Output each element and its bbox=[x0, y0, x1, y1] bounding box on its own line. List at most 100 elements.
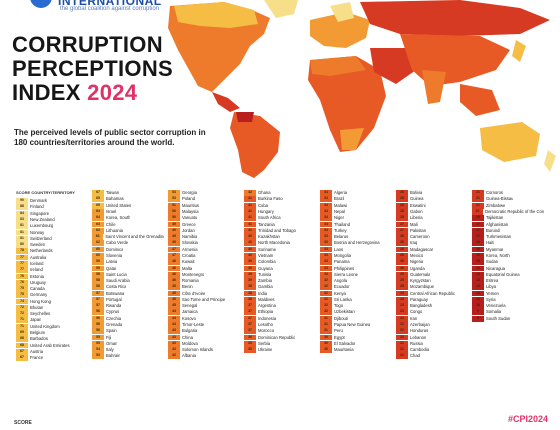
header: INTERNATIONAL the global coalition again… bbox=[0, 0, 560, 178]
score-badge: 38 bbox=[244, 296, 256, 303]
legend-row: 33 Panama bbox=[320, 259, 392, 266]
score-badge: 33 bbox=[320, 246, 332, 253]
score-badge: 43 bbox=[168, 334, 180, 341]
legend-row: 39 Guyana bbox=[244, 265, 316, 272]
legend-row: 34 Nepal bbox=[320, 208, 392, 215]
score-badge: 41 bbox=[244, 202, 256, 209]
legend-row: 30 Mauritania bbox=[320, 347, 392, 353]
score-badge: 63 bbox=[92, 221, 104, 228]
legend-row: 58 Saint Lucia bbox=[92, 271, 164, 278]
legend-row: 84 Singapore bbox=[16, 210, 88, 217]
legend-row: 81 Norway bbox=[16, 229, 88, 236]
score-badge: 15 bbox=[472, 259, 484, 266]
country-name: Russia bbox=[410, 340, 423, 346]
legend-row: 88 Finland bbox=[16, 204, 88, 211]
country-name: Barbados bbox=[30, 336, 48, 342]
legend-row: 69 Belgium bbox=[16, 330, 88, 336]
country-name: Equatorial Guinea bbox=[486, 271, 520, 277]
legend-row: 77 Ireland bbox=[16, 267, 88, 274]
country-name: Togo bbox=[334, 303, 344, 309]
country-name: Bahamas bbox=[106, 196, 124, 202]
country-name: Suriname bbox=[258, 246, 276, 252]
country-name: Korea, North bbox=[486, 252, 510, 258]
legend-row: 46 Romania bbox=[168, 278, 240, 284]
score-badge: 33 bbox=[320, 234, 332, 240]
country-name: Iraq bbox=[410, 240, 418, 246]
legend-row: 28 Bolivia bbox=[396, 190, 468, 196]
score-badge: 37 bbox=[244, 328, 256, 335]
country-name: Congo bbox=[410, 309, 423, 315]
legend-row: 28 Gabon bbox=[396, 208, 468, 215]
country-name: Switzerland bbox=[30, 235, 52, 241]
score-badge: 17 bbox=[472, 221, 484, 228]
score-badge: 27 bbox=[396, 221, 408, 228]
score-badge: 60 bbox=[92, 252, 104, 259]
country-name: Nicaragua bbox=[486, 265, 506, 271]
score-badge: 24 bbox=[396, 296, 408, 303]
legend-row: 72 Bhutan bbox=[16, 304, 88, 311]
country-name: North Macedonia bbox=[258, 240, 290, 246]
country-name: Mexico bbox=[410, 252, 424, 258]
map-central-america bbox=[212, 92, 240, 112]
legend-row: 24 Central African Republic bbox=[396, 290, 468, 297]
legend-row: 32 Sri Lanka bbox=[320, 296, 392, 303]
score-badge: 40 bbox=[244, 234, 256, 240]
legend-row: 13 Equatorial Guinea bbox=[472, 271, 544, 278]
legend-row: 13 Yemen bbox=[472, 290, 544, 297]
legend-row: 19 Tajikistan bbox=[472, 215, 544, 222]
country-name: Poland bbox=[182, 196, 196, 202]
legend-row: 36 Dominican Republic bbox=[244, 334, 316, 341]
score-badge: 43 bbox=[168, 328, 180, 335]
map-asia bbox=[400, 34, 510, 86]
legend-row: 63 Lithuania bbox=[92, 227, 164, 234]
country-name: Nigeria bbox=[410, 259, 424, 265]
country-name: Guyana bbox=[258, 265, 273, 271]
score-badge: 81 bbox=[16, 229, 28, 236]
legend-row: 26 Iraq bbox=[396, 240, 468, 247]
legend-row: 33 Laos bbox=[320, 246, 392, 253]
score-badge: 81 bbox=[16, 223, 28, 230]
country-name: Malta bbox=[182, 265, 193, 271]
score-badge: 45 bbox=[168, 303, 180, 309]
country-name: Tunisia bbox=[258, 271, 272, 277]
legend-row: 17 Afghanistan bbox=[472, 221, 544, 228]
page-title: CORRUPTION PERCEPTIONS INDEX 2024 bbox=[12, 33, 173, 105]
country-name: Lithuania bbox=[106, 227, 123, 233]
country-name: Chad bbox=[410, 353, 421, 359]
country-name: United Kingdom bbox=[30, 323, 60, 329]
legend-row: 49 Namibia bbox=[168, 234, 240, 240]
legend-row: 55 Oman bbox=[92, 340, 164, 347]
country-name: Guinea-Bissau bbox=[486, 196, 514, 202]
country-name: Korea, South bbox=[106, 215, 131, 221]
legend-row: 56 Grenada bbox=[92, 322, 164, 328]
legend-row: 15 Sudan bbox=[472, 259, 544, 266]
score-badge: 68 bbox=[16, 342, 28, 349]
country-name: Vanuatu bbox=[182, 215, 198, 221]
legend-row: 16 Haiti bbox=[472, 240, 544, 247]
score-badge: 40 bbox=[244, 246, 256, 253]
country-name: Côte d'Ivoire bbox=[182, 290, 206, 296]
score-badge: 34 bbox=[320, 202, 332, 209]
country-name: Greece bbox=[182, 221, 196, 227]
score-badge: 33 bbox=[320, 271, 332, 278]
country-name: Israel bbox=[106, 208, 117, 214]
title-line-2: PERCEPTIONS bbox=[12, 56, 173, 81]
country-name: Yemen bbox=[486, 290, 499, 296]
country-name: Myanmar bbox=[486, 246, 504, 252]
legend-row: 57 Portugal bbox=[92, 296, 164, 303]
score-badge: 34 bbox=[320, 227, 332, 234]
country-name: Tajikistan bbox=[486, 215, 504, 221]
score-badge: 53 bbox=[168, 196, 180, 203]
score-badge: 25 bbox=[396, 284, 408, 291]
country-name: Mozambique bbox=[410, 284, 434, 290]
legend-row: 37 Argentina bbox=[244, 303, 316, 309]
score-badge: 46 bbox=[168, 259, 180, 266]
country-name: Somalia bbox=[486, 309, 502, 315]
legend-column: 42 Ghana 41 Burkina Faso 41 Cuba 41 Hungary 41 So… bbox=[244, 190, 316, 353]
score-badge: 41 bbox=[244, 215, 256, 222]
legend-row: 63 Saint Vincent and the Grenadines bbox=[92, 234, 164, 240]
score-badge: 45 bbox=[168, 284, 180, 291]
legend-row: 64 Korea, South bbox=[92, 215, 164, 222]
score-badge: 32 bbox=[320, 303, 332, 309]
score-badge: 37 bbox=[244, 315, 256, 322]
